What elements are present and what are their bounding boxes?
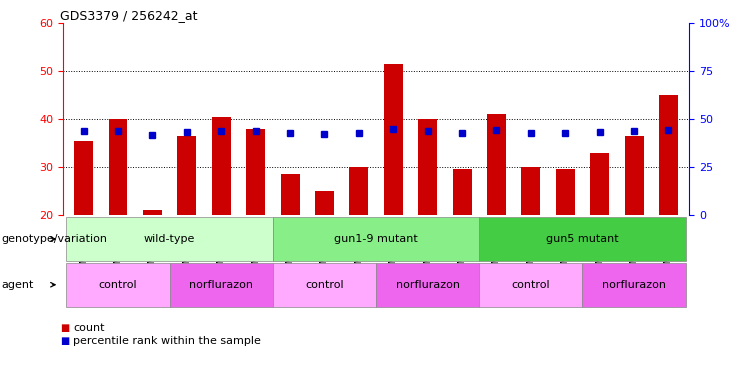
Text: control: control [305,280,344,290]
Bar [522,167,540,215]
Bar [350,167,368,215]
Text: agent: agent [1,280,34,290]
Bar [143,210,162,215]
Bar [74,141,93,215]
Bar [556,169,575,215]
Text: norflurazon: norflurazon [396,280,459,290]
Text: gun1-9 mutant: gun1-9 mutant [334,234,418,244]
Bar [453,169,471,215]
Text: control: control [511,280,550,290]
Text: count: count [73,323,105,333]
Bar [246,129,265,215]
Text: control: control [99,280,137,290]
Bar [487,114,506,215]
Text: norflurazon: norflurazon [189,280,253,290]
Text: GDS3379 / 256242_at: GDS3379 / 256242_at [60,9,197,22]
Text: percentile rank within the sample: percentile rank within the sample [73,336,262,346]
Bar [315,191,334,215]
Bar [659,95,678,215]
Text: ■: ■ [60,323,69,333]
Text: wild-type: wild-type [144,234,196,244]
Text: ■: ■ [60,336,69,346]
Bar [418,119,437,215]
Bar [625,136,643,215]
Bar [384,64,402,215]
Bar [109,119,127,215]
Bar [212,117,230,215]
Bar [591,152,609,215]
Text: genotype/variation: genotype/variation [1,234,107,244]
Text: norflurazon: norflurazon [602,280,666,290]
Bar [177,136,196,215]
Bar [281,174,299,215]
Text: gun5 mutant: gun5 mutant [546,234,619,244]
